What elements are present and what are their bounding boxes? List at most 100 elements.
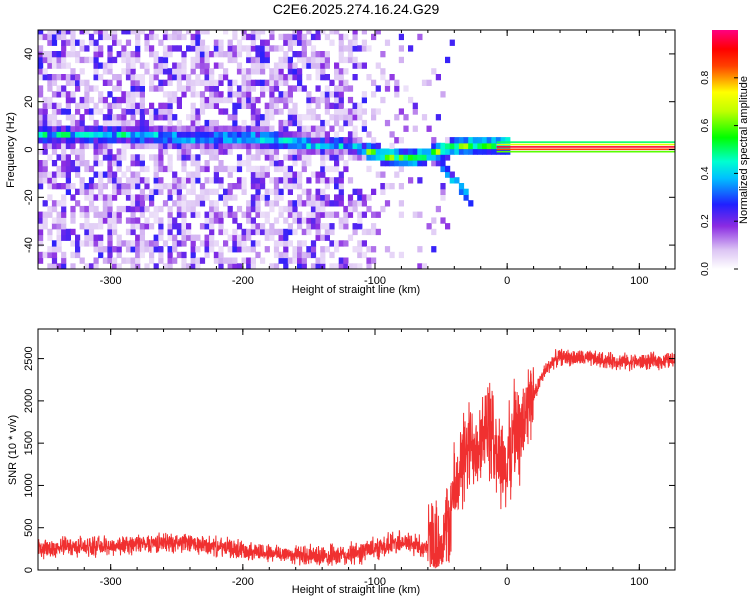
spectrogram-cell (172, 74, 178, 81)
spectrogram-cell (162, 91, 169, 98)
spectrogram-cell (107, 102, 113, 109)
spectrogram-cell (315, 200, 321, 207)
spectrogram-cell (250, 30, 256, 35)
spectrogram-cell (389, 160, 395, 167)
spectrogram-y-tick-label: -20 (23, 189, 35, 205)
spectrogram-cell (181, 131, 187, 138)
spectrogram-cell (112, 177, 118, 184)
spectrogram-cell (98, 211, 104, 218)
spectrogram-cell (250, 223, 256, 230)
spectrogram-cell (320, 137, 326, 144)
spectrogram-cell (70, 30, 76, 35)
spectrogram-cell (167, 68, 173, 75)
colorbar-tick-label: 0.0 (700, 262, 711, 276)
spectrogram-cell (408, 45, 414, 52)
spectrogram-cell (380, 96, 386, 104)
spectrogram-cell (380, 154, 386, 161)
spectrogram-cell (324, 228, 330, 236)
spectrogram-cell (139, 240, 145, 247)
spectrogram-cell (204, 45, 210, 52)
spectrogram-cell (292, 211, 298, 218)
spectrogram-cell (93, 171, 99, 178)
spectrogram-cell (79, 205, 85, 213)
spectrogram-cell (250, 119, 256, 127)
spectrogram-cell (241, 79, 247, 86)
spectrogram-cell (260, 183, 266, 190)
spectrogram-cell (408, 96, 414, 104)
spectrogram-cell (84, 223, 90, 230)
spectrogram-cell (75, 200, 81, 207)
spectrogram-cell (190, 154, 196, 161)
spectrogram-cell (435, 74, 441, 81)
spectrogram-cell (190, 171, 196, 178)
spectrogram-cell (329, 137, 335, 144)
spectrogram-cell (352, 33, 358, 41)
snr-plot-frame (37, 328, 676, 571)
spectrogram-cell (130, 62, 136, 69)
spectrogram-cell (149, 45, 155, 52)
spectrogram-cell (130, 30, 136, 35)
spectrogram-cell (421, 114, 428, 121)
spectrogram-cell (398, 183, 404, 190)
spectrogram-cell (153, 160, 159, 167)
spectrogram-cell (338, 223, 344, 230)
spectrogram-cell (232, 33, 238, 41)
spectrogram-cell (176, 228, 182, 236)
spectrogram-cell (292, 200, 298, 207)
spectrogram-cell (102, 154, 108, 161)
spectrogram-cell (324, 148, 330, 155)
spectrogram-cell (204, 125, 210, 132)
spectrogram-cell (195, 211, 201, 218)
spectrogram-cell (149, 142, 155, 150)
spectrogram-cell (343, 137, 349, 144)
spectrogram-cell (181, 177, 187, 184)
spectrogram-cell (269, 91, 275, 98)
spectrogram-cell (139, 223, 145, 230)
spectrogram-cell (361, 240, 367, 247)
spectrogram-cell (162, 56, 169, 64)
spectrogram-cell (250, 131, 256, 138)
spectrogram-cell (130, 142, 136, 150)
spectrogram-cell (334, 108, 340, 115)
spectrogram-cell (172, 223, 178, 230)
spectrogram-cell (357, 137, 363, 144)
spectrogram-cell (116, 148, 122, 155)
spectrogram-cell (232, 257, 238, 264)
spectrogram-cell (186, 171, 192, 178)
spectrogram-cell (102, 114, 108, 121)
spectrogram-cell (199, 108, 206, 115)
spectrogram-cell (366, 154, 372, 161)
spectrogram-cell (88, 142, 95, 150)
spectrogram-cell (375, 211, 381, 218)
spectrogram-cell (398, 33, 404, 41)
spectrogram-cell (149, 223, 155, 230)
spectrogram-cell (241, 68, 247, 75)
spectrogram-cell (190, 263, 196, 269)
spectrogram-cell (310, 246, 317, 253)
spectrogram-cell (329, 148, 335, 155)
spectrogram-cell (361, 148, 367, 155)
spectrogram-cell (297, 30, 303, 35)
spectrogram-cell (167, 228, 173, 236)
spectrogram-cell (357, 217, 363, 224)
spectrogram-cell (102, 131, 108, 138)
spectrogram-cell (84, 240, 90, 247)
spectrogram-cell (218, 39, 224, 46)
spectrogram-cell (70, 205, 76, 213)
spectrogram-cell (352, 74, 358, 81)
spectrogram-cell (310, 96, 317, 104)
spectrogram-cell (310, 114, 317, 121)
spectrogram-cell (158, 137, 164, 144)
spectrogram-cell (357, 45, 363, 52)
spectrogram-cell (135, 33, 141, 41)
spectrogram-cell (435, 160, 441, 167)
spectrogram-cell (306, 108, 312, 115)
spectrogram-cell (75, 154, 81, 161)
spectrogram-cell (195, 142, 201, 150)
spectrogram-cell (218, 91, 224, 98)
spectrogram-cell (209, 68, 215, 75)
spectrogram-cell (297, 251, 303, 259)
spectrogram-cell (371, 79, 377, 86)
spectrogram-cell (352, 108, 358, 115)
spectrogram-cell (125, 165, 132, 173)
